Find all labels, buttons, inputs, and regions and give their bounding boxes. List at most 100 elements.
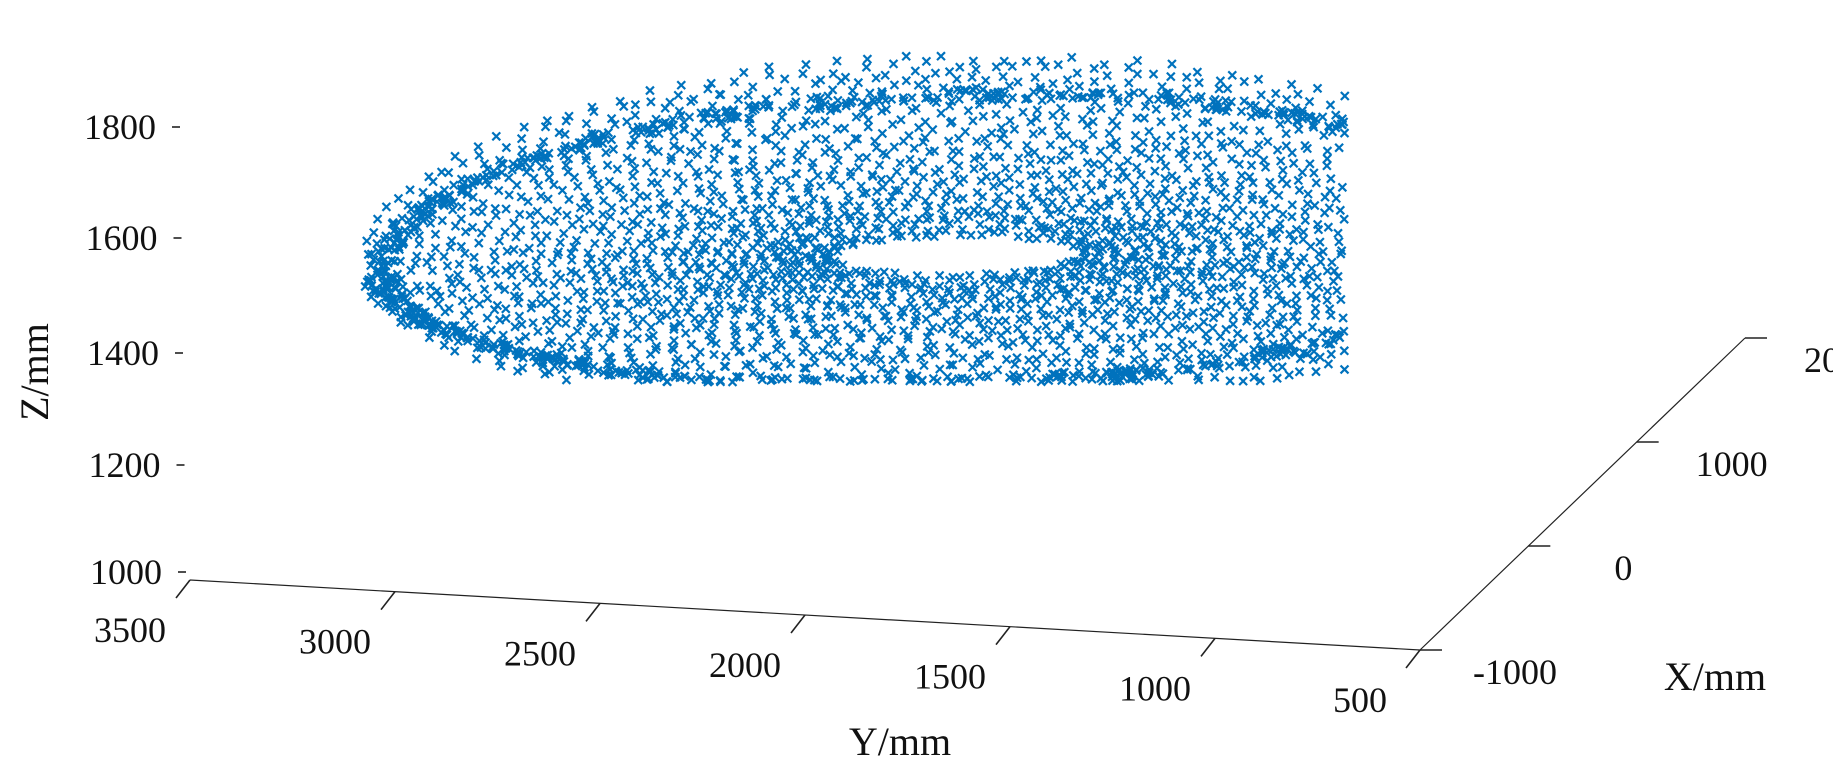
data-point — [1122, 269, 1133, 280]
data-point — [1255, 376, 1266, 386]
data-point — [1333, 228, 1343, 239]
data-point — [433, 299, 444, 309]
data-point — [563, 295, 573, 306]
data-point — [489, 166, 499, 176]
data-point — [1057, 146, 1068, 156]
data-point — [1250, 100, 1261, 111]
data-point — [829, 241, 840, 251]
data-point — [442, 330, 452, 340]
data-point — [1200, 361, 1211, 371]
data-point — [559, 228, 569, 239]
data-point — [535, 290, 546, 300]
data-point — [851, 224, 862, 234]
data-point — [890, 268, 900, 278]
data-point — [934, 164, 945, 175]
data-point — [1218, 283, 1229, 294]
data-point — [659, 197, 669, 208]
data-point — [1055, 130, 1065, 141]
data-point — [366, 249, 377, 259]
data-point — [516, 192, 527, 202]
data-point — [693, 171, 703, 182]
data-point — [631, 128, 641, 138]
data-point — [1307, 322, 1318, 332]
data-point — [1213, 226, 1224, 237]
data-point — [1239, 262, 1250, 273]
data-point — [1223, 102, 1233, 112]
data-point — [467, 222, 478, 233]
data-point — [820, 116, 830, 126]
data-point — [611, 182, 622, 193]
data-point — [512, 180, 522, 190]
data-point — [747, 145, 758, 155]
data-point — [1238, 376, 1248, 386]
data-point — [645, 349, 656, 359]
data-point — [862, 54, 873, 64]
data-point — [494, 236, 505, 246]
data-point — [865, 88, 875, 98]
data-point — [910, 66, 921, 76]
data-point — [737, 287, 747, 298]
data-point — [443, 167, 454, 178]
data-point — [1315, 257, 1326, 267]
data-point — [781, 279, 792, 290]
data-point — [638, 314, 648, 325]
data-point — [932, 306, 943, 316]
data-point — [1322, 153, 1332, 164]
data-point — [1065, 322, 1075, 332]
data-point — [1055, 331, 1066, 341]
data-point — [1312, 83, 1323, 94]
data-point — [1089, 295, 1100, 305]
data-point — [517, 363, 528, 373]
data-point — [669, 324, 679, 335]
data-point — [1218, 203, 1228, 213]
data-point — [603, 238, 614, 248]
data-point — [798, 335, 809, 346]
data-point — [995, 152, 1005, 162]
data-point — [620, 370, 630, 380]
y-tick-mark — [995, 626, 1011, 646]
data-point — [968, 56, 979, 66]
data-point — [1217, 272, 1227, 282]
data-point — [514, 209, 525, 220]
data-point — [1209, 372, 1220, 382]
data-point — [1018, 107, 1028, 118]
data-point — [504, 172, 514, 183]
data-point — [1067, 301, 1077, 311]
data-point — [684, 264, 695, 274]
data-point — [898, 307, 909, 317]
data-point — [815, 226, 825, 236]
data-point — [491, 131, 502, 142]
data-point — [506, 261, 517, 272]
data-point — [844, 348, 854, 358]
data-point — [586, 331, 596, 342]
data-point — [1143, 305, 1154, 316]
data-point — [1024, 234, 1034, 244]
data-point — [878, 182, 888, 193]
data-point — [1004, 172, 1015, 183]
data-point — [732, 138, 743, 149]
data-point — [381, 231, 391, 241]
data-point — [1276, 263, 1287, 274]
data-point — [644, 332, 655, 343]
data-point — [748, 367, 758, 378]
data-point — [1108, 89, 1118, 99]
data-point — [552, 206, 563, 216]
data-point — [372, 238, 382, 249]
data-point — [536, 298, 546, 309]
data-point — [825, 350, 835, 360]
data-point — [1244, 172, 1255, 182]
data-point — [469, 252, 479, 263]
data-point — [572, 326, 583, 336]
data-point — [1304, 111, 1314, 121]
data-point — [997, 279, 1008, 290]
data-point — [1122, 313, 1132, 323]
data-point — [1076, 193, 1087, 203]
data-point — [554, 127, 564, 138]
data-point — [1275, 119, 1285, 129]
data-point — [1236, 170, 1247, 181]
data-point — [833, 273, 844, 283]
data-point — [669, 131, 679, 142]
data-point — [1164, 195, 1174, 206]
data-point — [567, 255, 577, 265]
data-point — [579, 366, 589, 376]
